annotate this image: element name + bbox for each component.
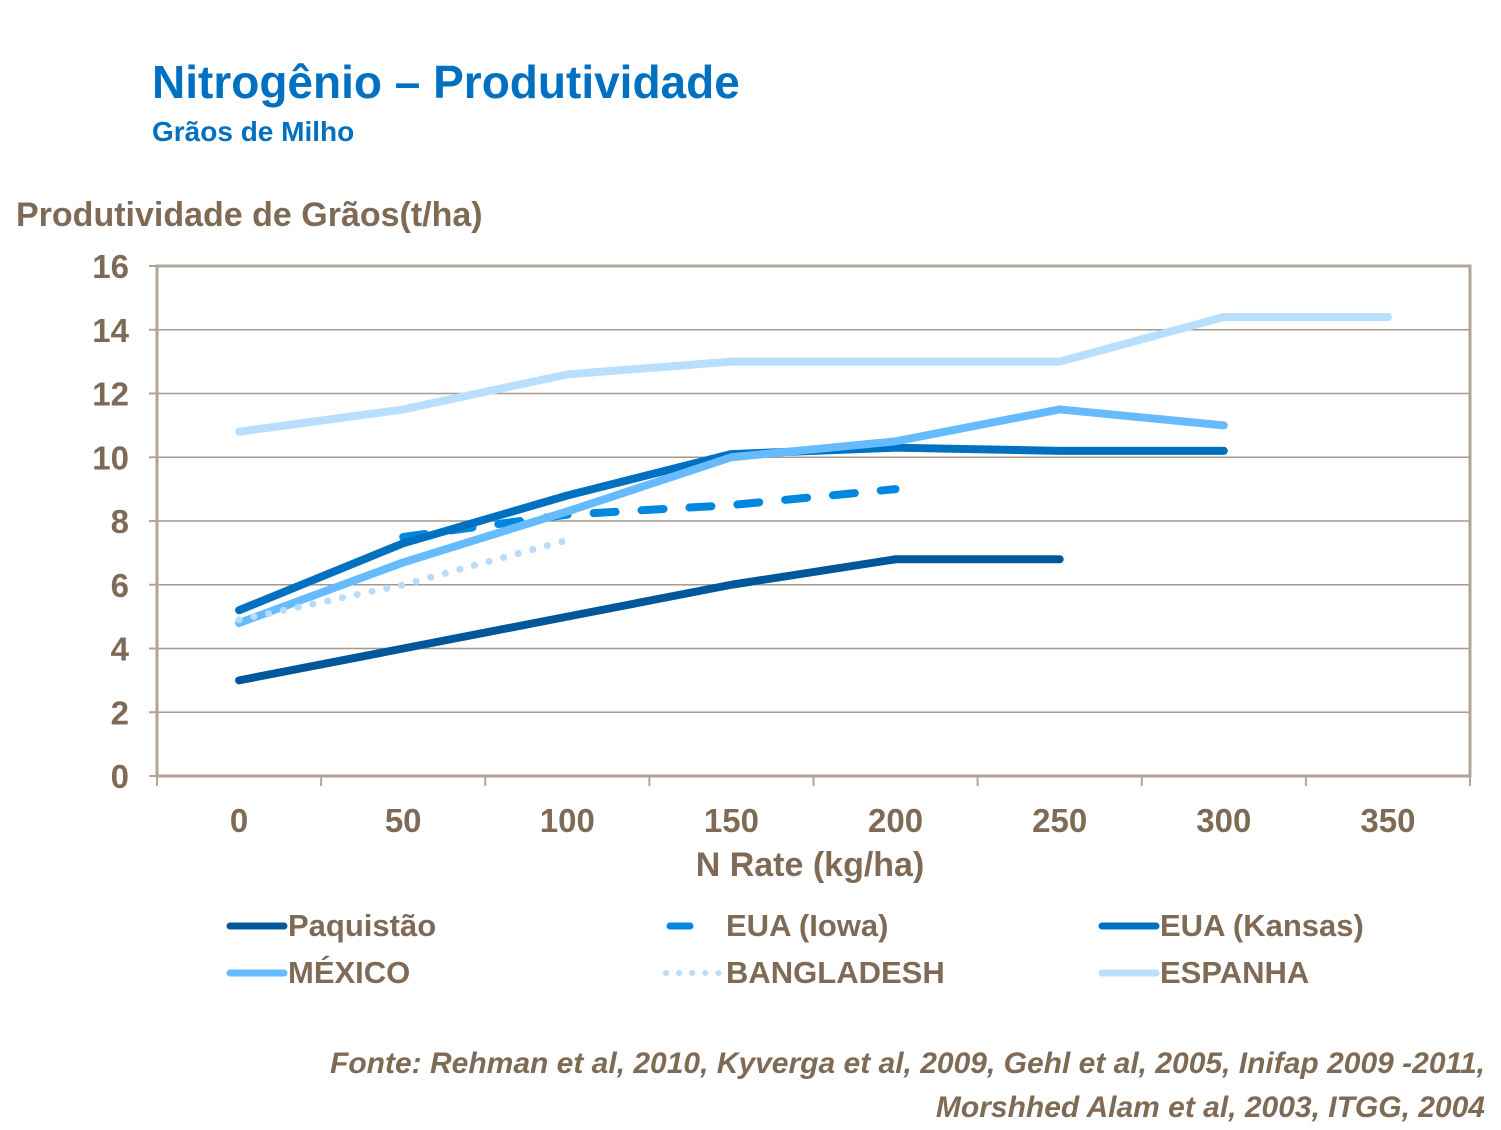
legend-swatch [226, 922, 288, 930]
x-tick-label: 200 [868, 802, 923, 839]
source-line: Fonte: Rehman et al, 2010, Kyverga et al… [330, 1047, 1485, 1080]
y-tick-label: 16 [92, 248, 129, 285]
legend-label: MÉXICO [288, 955, 411, 990]
x-tick-label: 250 [1032, 802, 1087, 839]
series-line-1 [399, 485, 900, 541]
y-tick-label: 8 [111, 503, 129, 540]
chart-subtitle: Grãos de Milho [152, 116, 355, 147]
x-tick-label: 150 [704, 802, 759, 839]
y-tick-label: 6 [111, 567, 129, 604]
chart-title: Nitrogênio – Produtividade [152, 56, 740, 108]
y-tick-label: 10 [92, 439, 129, 476]
y-tick-label: 14 [92, 312, 129, 349]
series-line-4 [235, 536, 571, 624]
x-tick-label: 0 [230, 802, 248, 839]
y-axis-label: Produtividade de Grãos(t/ha) [16, 196, 483, 234]
series-line-0 [235, 555, 1064, 685]
x-tick-label: 350 [1360, 802, 1415, 839]
x-tick-label: 300 [1196, 802, 1251, 839]
legend-swatch [1098, 922, 1160, 930]
legend-label: ESPANHA [1160, 955, 1310, 990]
legend-label: Paquistão [288, 908, 437, 943]
legend-swatch [666, 922, 724, 930]
x-axis-label: N Rate (kg/ha) [696, 846, 925, 884]
x-tick-label: 50 [385, 802, 422, 839]
legend-label: BANGLADESH [726, 955, 945, 990]
y-tick-label: 0 [111, 758, 129, 795]
legend-swatch [663, 970, 723, 976]
legend-item: Paquistão [226, 906, 436, 946]
legend-item: MÉXICO [226, 953, 410, 993]
legend-item: EUA (Iowa) [662, 906, 888, 946]
y-tick-label: 2 [111, 694, 129, 731]
legend-swatch [1098, 969, 1160, 977]
legend-label: EUA (Iowa) [726, 908, 889, 943]
source-line: Morshhed Alam et al, 2003, ITGG, 2004 [935, 1091, 1485, 1124]
y-tick-label: 12 [92, 376, 129, 413]
legend-swatch [226, 969, 288, 977]
source-note: Fonte: Rehman et al, 2010, Kyverga et al… [330, 1042, 1485, 1130]
series-line-3 [235, 405, 1228, 627]
legend-item: EUA (Kansas) [1098, 906, 1364, 946]
legend-item: ESPANHA [1098, 953, 1309, 993]
x-tick-label: 100 [540, 802, 595, 839]
series-line-5 [235, 313, 1392, 436]
legend-label: EUA (Kansas) [1160, 908, 1364, 943]
legend-item: BANGLADESH [662, 953, 945, 993]
y-tick-label: 4 [111, 631, 130, 668]
